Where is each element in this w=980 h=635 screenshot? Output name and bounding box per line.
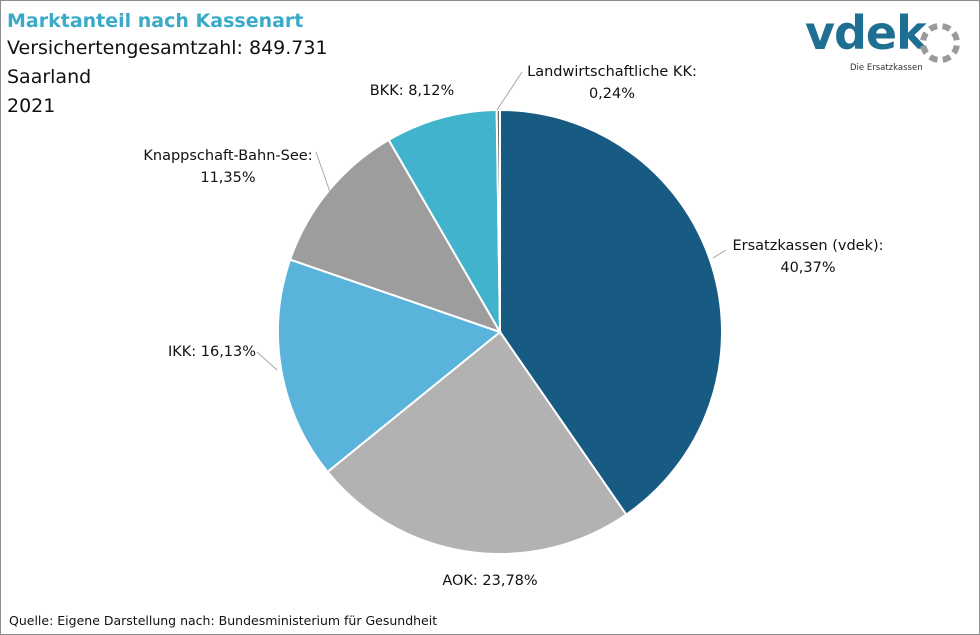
logo-ring-segment bbox=[951, 31, 960, 41]
slice-label: Landwirtschaftliche KK: bbox=[527, 64, 697, 80]
logo-ring-segment bbox=[941, 23, 952, 32]
slice-label: Knappschaft-Bahn-See: bbox=[143, 148, 312, 164]
slice-label: IKK: 16,13% bbox=[168, 344, 256, 360]
logo-tagline: Die Ersatzkassen bbox=[850, 63, 923, 73]
pie-slice-ersatzkassen-vdek bbox=[499, 108, 723, 517]
logo-ring-segment bbox=[920, 31, 929, 42]
slice-value-label: 0,24% bbox=[589, 86, 635, 102]
subtitle-total: Versichertengesamtzahl: 849.731 bbox=[7, 37, 328, 59]
leader-line bbox=[712, 249, 727, 259]
leader-line bbox=[315, 151, 331, 193]
logo-ring-segment bbox=[928, 54, 939, 63]
slice-label: Ersatzkassen (vdek): bbox=[732, 238, 883, 254]
slice-label: BKK: 8,12% bbox=[370, 83, 455, 99]
pie-slice-bkk bbox=[387, 109, 502, 336]
logo-ring-segment bbox=[928, 23, 938, 32]
pie-slice-ikk bbox=[277, 258, 503, 474]
logo-ring-icon bbox=[920, 23, 960, 63]
pie-slice-landwirtschaftliche-kk bbox=[495, 108, 501, 333]
chart-header: Marktanteil nach Kassenart Versicherteng… bbox=[7, 8, 328, 121]
vdek-logo: vdek Die Ersatzkassen bbox=[805, 6, 970, 74]
leader-line bbox=[256, 351, 278, 371]
slice-value-label: 11,35% bbox=[200, 170, 255, 186]
subtitle-region: Saarland bbox=[7, 66, 92, 88]
logo-ring-segment bbox=[920, 45, 929, 55]
slice-label: AOK: 23,78% bbox=[442, 573, 537, 589]
logo-wordmark: vdek bbox=[805, 6, 927, 60]
source-note: Quelle: Eigene Darstellung nach: Bundesm… bbox=[9, 613, 438, 628]
pie-slice-knappschaft-bahn-see bbox=[288, 138, 503, 334]
chart-title: Marktanteil nach Kassenart bbox=[7, 10, 304, 32]
logo-ring-segment bbox=[951, 44, 960, 55]
leader-line bbox=[496, 71, 523, 111]
logo-ring-segment bbox=[942, 54, 952, 63]
pie-slice-aok bbox=[326, 330, 628, 555]
slice-value-label: 40,37% bbox=[780, 260, 835, 276]
subtitle-year: 2021 bbox=[7, 95, 56, 117]
